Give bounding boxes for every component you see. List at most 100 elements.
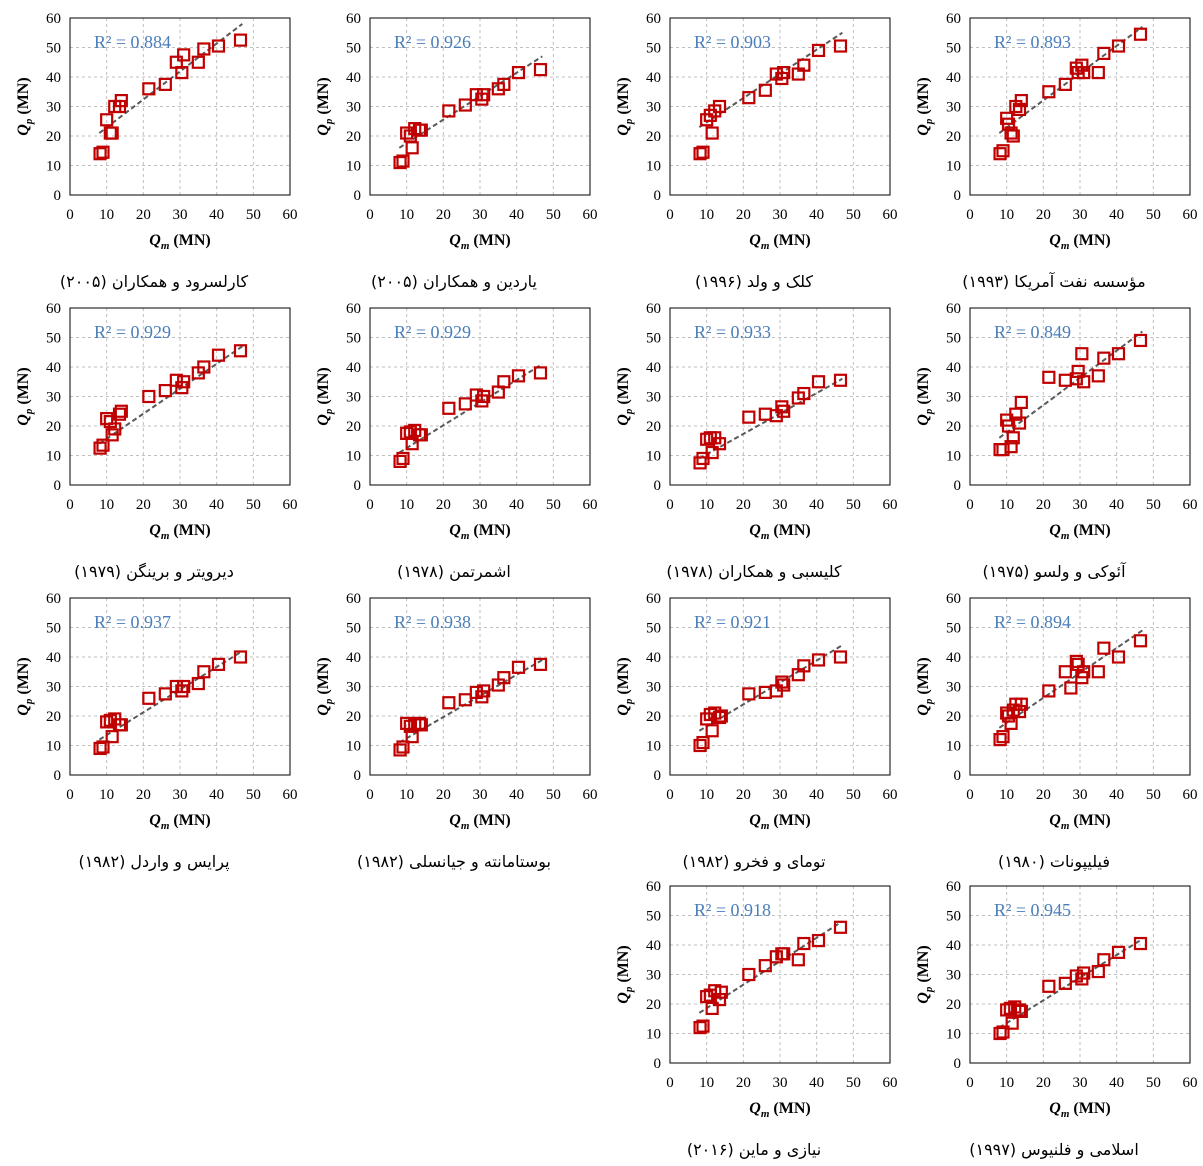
data-point (705, 445, 719, 460)
y-tick-label: 60 (946, 879, 961, 895)
data-point (93, 147, 107, 161)
x-tick-label: 40 (809, 497, 824, 513)
x-tick-label: 0 (666, 787, 674, 803)
y-tick-label: 50 (946, 331, 961, 347)
y-tick-label: 50 (346, 621, 361, 637)
scatter-chart: 0 10 20 30 40 50 60 0 10 20 30 40 50 60 Qm (MN) Qp (MN)… (615, 591, 898, 832)
x-tick-label: 10 (399, 497, 414, 513)
data-point (1058, 77, 1072, 91)
y-tick-label: 0 (654, 768, 662, 784)
plot-frame (369, 597, 591, 776)
x-tick-label: 60 (283, 207, 298, 223)
plot-frame (669, 17, 891, 196)
data-point (797, 58, 811, 72)
data-point (533, 63, 548, 77)
x-tick-label: 10 (399, 207, 414, 223)
y-tick-label: 10 (946, 1027, 961, 1043)
data-point (833, 39, 848, 53)
x-tick-label: 50 (1146, 497, 1161, 513)
x-axis-title: Qm (MN) (1049, 522, 1110, 542)
x-tick-label: 30 (773, 1075, 788, 1091)
chart-panel: 0 10 20 30 40 50 60 0 10 20 30 40 50 60 Qm (MN) Qp (MN)… (905, 10, 1203, 298)
y-tick-label: 60 (646, 591, 661, 607)
data-point (211, 39, 226, 53)
x-tick-label: 40 (1109, 1075, 1124, 1091)
x-tick-label: 60 (583, 787, 598, 803)
y-tick-label: 10 (646, 1027, 661, 1043)
y-tick-label: 40 (346, 70, 361, 86)
x-tick-label: 60 (883, 787, 898, 803)
x-tick-label: 0 (366, 497, 374, 513)
x-tick-label: 0 (66, 207, 74, 223)
chart-caption: یاردین و همکاران (۲۰۰۵) (371, 272, 537, 291)
chart-panel: 0 10 20 30 40 50 60 0 10 20 30 40 50 60 Qm (MN) Qp (MN)… (605, 10, 903, 298)
y-tick-label: 20 (46, 129, 61, 145)
data-point (1005, 1016, 1019, 1030)
chart-panel: 0 10 20 30 40 50 60 0 10 20 30 40 50 60 Qm (MN) Qp (MN)… (5, 10, 303, 298)
y-axis-title: Qp (MN) (315, 367, 335, 425)
data-point (833, 920, 848, 934)
data-point (1133, 333, 1148, 348)
y-tick-label: 50 (346, 331, 361, 347)
x-tick-label: 0 (366, 787, 374, 803)
chart-panel: 0 10 20 30 40 50 60 0 10 20 30 40 50 60 Qm (MN) Qp (MN)… (605, 878, 903, 1166)
y-tick-label: 50 (946, 909, 961, 925)
x-tick-label: 10 (99, 207, 114, 223)
data-point (1111, 347, 1126, 361)
y-tick-label: 30 (646, 680, 661, 696)
scatter-chart: 0 10 20 30 40 50 60 0 10 20 30 40 50 60 Qm (MN) Qp (MN)… (315, 591, 598, 832)
chart-caption: اشمرتمن (۱۹۷۸) (397, 562, 511, 581)
x-tick-label: 40 (809, 1075, 824, 1091)
data-point (1012, 102, 1027, 117)
data-point (197, 360, 211, 374)
x-axis-title: Qm (MN) (1049, 232, 1110, 252)
x-tick-label: 20 (436, 787, 451, 803)
x-axis-title: Qm (MN) (749, 812, 810, 832)
data-point (1058, 665, 1072, 679)
data-point (533, 366, 548, 380)
trendline (998, 629, 1143, 729)
y-tick-label: 60 (46, 591, 61, 607)
y-tick-label: 20 (346, 419, 361, 435)
y-tick-label: 30 (646, 390, 661, 406)
x-tick-label: 20 (1036, 207, 1051, 223)
y-tick-label: 20 (346, 129, 361, 145)
data-point (993, 733, 1007, 747)
y-tick-label: 20 (646, 419, 661, 435)
y-tick-label: 30 (346, 390, 361, 406)
y-tick-label: 10 (646, 159, 661, 175)
x-tick-label: 50 (1146, 1075, 1161, 1091)
x-tick-label: 60 (883, 207, 898, 223)
data-point (693, 1021, 707, 1035)
data-point (197, 42, 211, 56)
x-tick-label: 30 (473, 207, 488, 223)
y-tick-label: 0 (354, 768, 362, 784)
x-tick-label: 60 (583, 497, 598, 513)
data-point (96, 740, 110, 754)
data-point (108, 422, 122, 436)
data-point (414, 123, 428, 137)
data-point (758, 407, 772, 421)
data-point (712, 992, 727, 1007)
data-point (993, 147, 1007, 161)
chart-panel: 0 10 20 30 40 50 60 0 10 20 30 40 50 60 Qm (MN) Qp (MN)… (305, 10, 603, 298)
x-tick-label: 10 (399, 787, 414, 803)
y-tick-label: 40 (346, 650, 361, 666)
data-point (1077, 665, 1091, 679)
x-axis-title: Qm (MN) (449, 522, 510, 542)
y-tick-label: 30 (346, 680, 361, 696)
y-tick-label: 10 (646, 449, 661, 465)
data-point (114, 93, 128, 108)
x-tick-label: 0 (966, 1075, 974, 1091)
data-point (1012, 1003, 1027, 1017)
data-point (442, 104, 456, 118)
data-point (996, 443, 1010, 457)
y-tick-label: 0 (954, 768, 962, 784)
x-tick-label: 20 (736, 1075, 751, 1091)
y-tick-label: 10 (946, 449, 961, 465)
y-tick-label: 0 (654, 188, 662, 204)
y-tick-label: 10 (346, 159, 361, 175)
data-point (414, 428, 428, 442)
data-point (100, 412, 114, 426)
